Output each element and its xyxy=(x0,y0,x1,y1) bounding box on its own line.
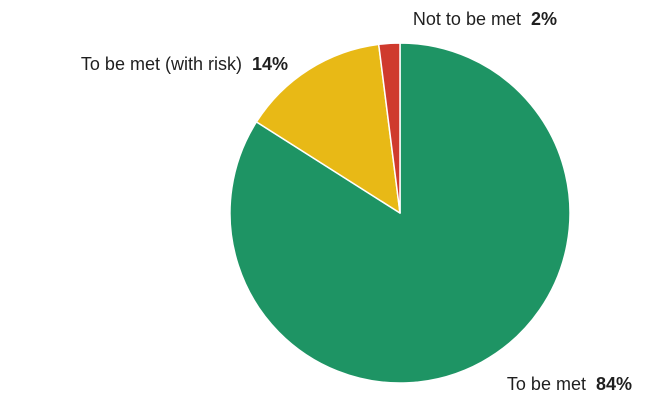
pie-slice-1 xyxy=(255,43,401,214)
slice-category-label: To be met xyxy=(507,374,586,394)
slice-value-label: 2% xyxy=(531,9,557,29)
slice-category-label: To be met (with risk) xyxy=(81,54,242,74)
pie-slice-label-0: To be met 84% xyxy=(507,374,632,394)
pie-labels: To be met 84% To be met (with risk) 14% Not … xyxy=(81,9,632,394)
slice-category-label: Not to be met xyxy=(413,9,521,29)
pie-slice-0 xyxy=(229,42,571,384)
pie-slice-label-2: Not to be met 2% xyxy=(413,9,557,29)
pie-slice-2 xyxy=(377,42,401,214)
pie-slice-label-1: To be met (with risk) 14% xyxy=(81,54,288,74)
pie-slices xyxy=(229,42,571,384)
slice-value-label: 84% xyxy=(596,374,632,394)
slice-value-label: 14% xyxy=(252,54,288,74)
